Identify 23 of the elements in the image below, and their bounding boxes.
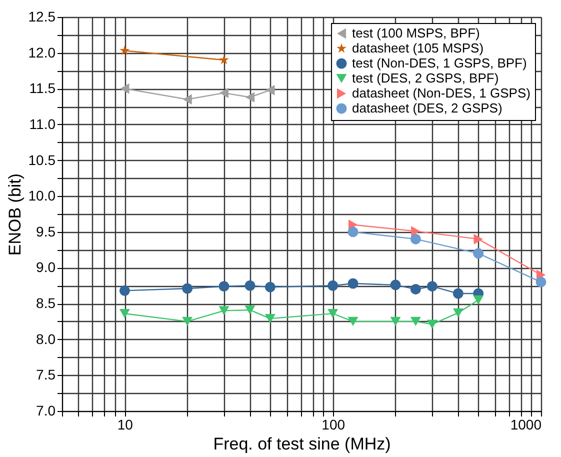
y-tick-label: 7.5 — [36, 366, 56, 383]
legend-label: datasheet (Non-DES, 1 GSPS) — [352, 86, 530, 100]
y-tick-label: 11.5 — [29, 80, 56, 96]
y-tick-label: 9.5 — [36, 223, 56, 240]
legend-label: test (DES, 2 GSPS, BPF) — [352, 70, 499, 86]
x-axis-title: Freq. of test sine (MHz) — [213, 434, 391, 454]
y-tick-label: 12.0 — [28, 44, 56, 60]
y-tick-label: 11.0 — [29, 116, 56, 132]
x-tick-label: 10 — [117, 416, 134, 432]
x-tick-label: 100 — [322, 416, 346, 432]
legend-label: datasheet (DES, 2 GSPS) — [352, 100, 502, 116]
y-tick-label: 10.0 — [28, 188, 56, 204]
y-tick-label: 8.5 — [36, 295, 56, 312]
y-tick-label: 7.0 — [36, 402, 56, 418]
y-tick-label: 10.5 — [28, 152, 56, 168]
legend-label: test (Non-DES, 1 GSPS, BPF) — [352, 56, 527, 70]
y-tick-label: 9.0 — [36, 259, 56, 276]
legend-label: datasheet (105 MSPS) — [352, 40, 484, 56]
y-axis-title: ENOB (bit) — [5, 173, 24, 256]
y-tick-label: 12.5 — [28, 8, 56, 24]
legend-label: test (100 MSPS, BPF) — [352, 26, 480, 40]
x-tick-label: 1000 — [510, 416, 542, 432]
y-tick-label: 8.0 — [36, 330, 56, 347]
